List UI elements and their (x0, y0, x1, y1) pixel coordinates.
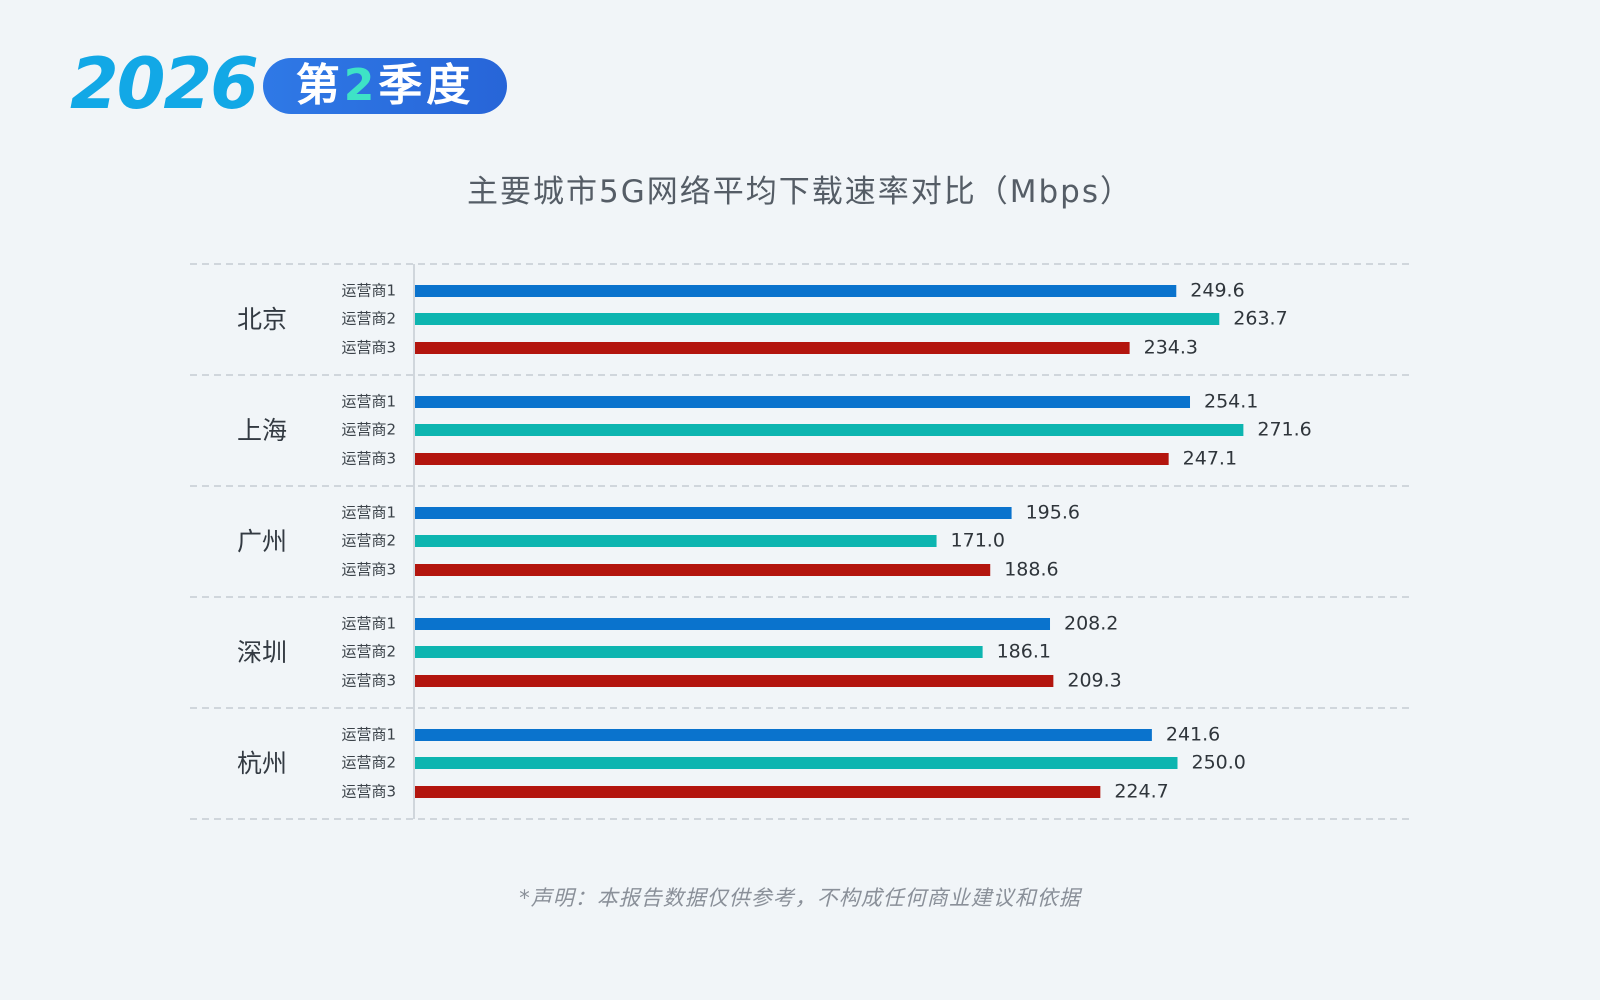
city-label: 北京 (237, 305, 287, 334)
bar-2 (415, 646, 983, 658)
value-label: 249.6 (1190, 280, 1244, 302)
chart-title: 主要城市5G网络平均下载速率对比（Mbps） (467, 174, 1133, 210)
operator-label: 运营商2 (341, 643, 396, 661)
bar-1 (415, 618, 1051, 630)
city-label: 深圳 (237, 638, 287, 667)
operator-label: 运营商1 (341, 282, 396, 300)
bar-3 (415, 675, 1054, 687)
bar-3 (415, 453, 1169, 465)
operator-label: 运营商3 (341, 339, 396, 357)
quarter-suffix: 季度 (378, 60, 475, 111)
operator-label: 运营商3 (341, 561, 396, 579)
bar-1 (415, 396, 1191, 408)
value-label: 263.7 (1233, 308, 1287, 330)
value-label: 195.6 (1026, 502, 1080, 524)
bar-3 (415, 564, 991, 576)
operator-label: 运营商2 (341, 532, 396, 550)
value-label: 171.0 (951, 530, 1005, 552)
value-label: 188.6 (1004, 559, 1058, 581)
bar-3 (415, 342, 1130, 354)
value-label: 224.7 (1114, 781, 1168, 803)
operator-label: 运营商3 (341, 672, 396, 690)
operator-label: 运营商2 (341, 754, 396, 772)
bar-2 (415, 535, 937, 547)
value-label: 234.3 (1144, 337, 1198, 359)
value-label: 247.1 (1183, 448, 1237, 470)
operator-label: 运营商2 (341, 310, 396, 328)
operator-label: 运营商1 (341, 726, 396, 744)
year-heading: 2026 (70, 43, 259, 125)
operator-label: 运营商1 (341, 393, 396, 411)
bar-3 (415, 786, 1101, 798)
bar-2 (415, 424, 1244, 436)
bar-1 (415, 729, 1152, 741)
value-label: 209.3 (1067, 670, 1121, 692)
value-label: 254.1 (1204, 391, 1258, 413)
value-label: 208.2 (1064, 613, 1118, 635)
quarter-number: 2 (343, 60, 379, 111)
operator-label: 运营商3 (341, 783, 396, 801)
city-label: 上海 (237, 416, 287, 445)
city-label: 杭州 (237, 749, 287, 778)
disclaimer: *声明：本报告数据仅供参考，不构成任何商业建议和依据 (519, 886, 1081, 910)
city-label: 广州 (237, 527, 287, 556)
operator-label: 运营商1 (341, 504, 396, 522)
value-label: 250.0 (1192, 752, 1246, 774)
operator-label: 运营商3 (341, 450, 396, 468)
bar-2 (415, 757, 1178, 769)
value-label: 271.6 (1257, 419, 1311, 441)
value-label: 241.6 (1166, 724, 1220, 746)
operator-label: 运营商1 (341, 615, 396, 633)
quarter-badge: 第2季度 (263, 58, 507, 114)
bar-2 (415, 313, 1220, 325)
bar-1 (415, 285, 1177, 297)
bar-1 (415, 507, 1012, 519)
operator-label: 运营商2 (341, 421, 396, 439)
quarter-prefix: 第 (295, 60, 344, 111)
value-label: 186.1 (997, 641, 1051, 663)
